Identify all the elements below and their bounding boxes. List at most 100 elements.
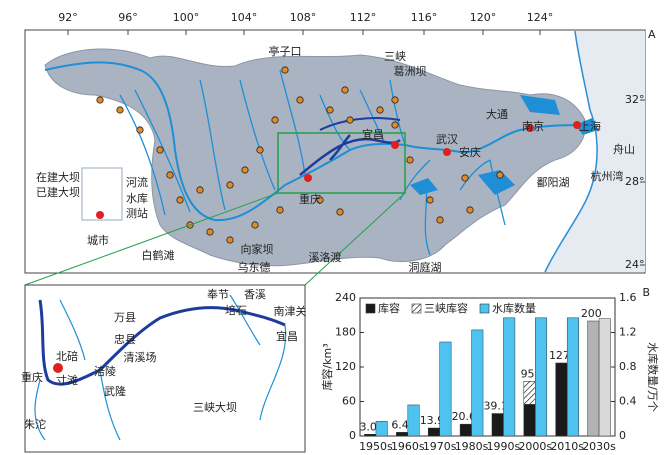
reservoir-marker (226, 181, 234, 189)
inset-label: 万县 (114, 311, 136, 324)
value-label: 95 (521, 367, 535, 380)
bar (566, 317, 579, 437)
reservoir-marker (251, 221, 259, 229)
place-label: 亭子口 (269, 44, 302, 58)
y-axis-title: 库容/km³ (320, 343, 334, 390)
lon-label: 92° (58, 11, 78, 24)
value-label: 127 (549, 349, 570, 362)
legend-label: 水库 (126, 192, 148, 205)
x-tick-label: 2010s (550, 440, 584, 453)
inset-frame (24, 284, 306, 453)
y-tick-label: 240 (335, 291, 356, 304)
reservoir-marker (271, 116, 279, 124)
y-tick-label: 0 (349, 429, 356, 442)
bar (396, 432, 409, 437)
lakes (410, 95, 598, 195)
lon-label: 96° (118, 11, 138, 24)
lon-label: 104° (231, 11, 258, 24)
legend-label: 测站 (126, 206, 148, 220)
inset-label: 武隆 (104, 384, 126, 398)
y2-axis-title: 水库数量/万个 (646, 342, 659, 412)
x-tick-label: 1970s (423, 440, 457, 453)
place-label: 三峡 (384, 49, 406, 63)
place-label: 白鹤滩 (142, 248, 175, 262)
y-tick-label: 180 (335, 326, 356, 339)
bar (439, 341, 452, 437)
reservoir-marker (426, 196, 434, 204)
coastline (544, 30, 598, 273)
reservoir-marker (281, 66, 289, 74)
legend-label: 水库数量 (492, 302, 536, 315)
place-label: 葛洲坝 (394, 64, 427, 78)
value-label: 6.4 (391, 418, 409, 431)
inset-label: 三峡大坝 (193, 400, 237, 414)
panel-label: B (642, 286, 650, 299)
basin (44, 48, 586, 267)
inset-river (38, 299, 286, 386)
reservoir-marker (241, 166, 249, 174)
reservoir-marker (346, 116, 354, 124)
bar (587, 320, 600, 437)
place-label: 向家坝 (241, 242, 274, 256)
reservoir-marker (336, 208, 344, 216)
lon-label: 108° (290, 11, 317, 24)
place-label: 乌东德 (238, 260, 271, 274)
lon-label: 116° (411, 11, 438, 24)
reservoir-marker (326, 106, 334, 114)
inset-label: 奉节 (207, 287, 229, 301)
value-label: 20.6 (452, 410, 477, 423)
city-marker (96, 211, 104, 219)
legend-label: 库容 (378, 301, 400, 315)
bar (471, 329, 484, 437)
place-label: 溪洛渡 (309, 250, 342, 264)
x-tick-label: 2000s (518, 440, 552, 453)
x-tick-label: 1950s (359, 440, 393, 453)
city-marker (53, 363, 63, 373)
lon-label: 120° (470, 11, 497, 24)
bar (364, 434, 377, 437)
reservoir-marker (436, 216, 444, 224)
bar (503, 317, 516, 437)
lat-label: 24° (625, 258, 645, 271)
bar (491, 413, 504, 437)
place-label: 南京 (522, 119, 544, 133)
lat-label: 28° (625, 175, 645, 188)
inset-label: 寸滩 (56, 373, 78, 387)
sea (545, 31, 645, 272)
place-label: 洞庭湖 (409, 260, 442, 274)
legend-label: 在建大坝 (36, 170, 80, 184)
city-marker (304, 174, 312, 182)
place-label: 上海 (579, 119, 601, 133)
place-label: 宜昌 (362, 127, 384, 141)
inset-label: 清溪场 (124, 350, 157, 364)
y-tick-label: 60 (342, 395, 356, 408)
city-marker (573, 121, 581, 129)
inset-label: 培石 (225, 303, 247, 317)
reservoir-marker (256, 146, 264, 154)
legend-label: 已建大坝 (36, 185, 80, 199)
place-label: 杭州湾 (591, 169, 624, 183)
bar (459, 423, 472, 437)
inset-label: 南津关 (274, 304, 307, 318)
zoom-line (24, 192, 279, 286)
value-label: 39.1 (483, 400, 508, 413)
place-label: 安庆 (459, 145, 481, 159)
panel-label: A (648, 28, 656, 41)
zoom-line (304, 192, 406, 286)
x-tick-label: 2030s (582, 440, 616, 453)
x-tick-label: 1960s (391, 440, 425, 453)
reservoir-marker (176, 196, 184, 204)
place-label: 武汉 (436, 133, 458, 146)
y2-tick-label: 0 (619, 429, 626, 442)
x-tick-label: 1980s (455, 440, 489, 453)
reservoir-marker (206, 228, 214, 236)
place-label: 重庆 (299, 192, 321, 206)
bar (375, 421, 388, 437)
reservoir-marker (96, 96, 104, 104)
reservoir-marker (296, 96, 304, 104)
place-label: 鄱阳湖 (537, 176, 570, 189)
place-label: 大通 (486, 107, 508, 121)
legend-label: 河流 (126, 175, 148, 189)
bar (555, 362, 568, 437)
